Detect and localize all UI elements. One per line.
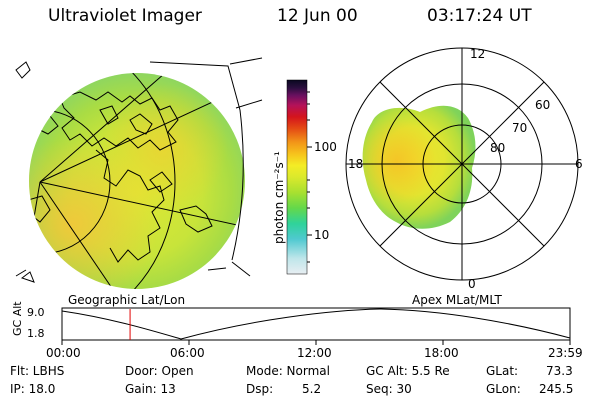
dsp-label: Dsp:	[246, 382, 274, 396]
door-status: Door: Open	[125, 364, 194, 378]
timeline-y-tick-min: 1.8	[27, 327, 45, 340]
timeline-x-tick-0600: 06:00	[170, 346, 205, 360]
gc-alt-status: GC Alt: 5.5 Re	[366, 364, 450, 378]
mlt-label-18: 18	[348, 157, 364, 171]
mlt-label-6: 6	[575, 157, 583, 171]
filter-status: Flt: LBHS	[10, 364, 65, 378]
observation-date: 12 Jun 00	[277, 6, 358, 26]
mlt-label-12: 12	[470, 47, 486, 61]
polar-plot	[345, 47, 579, 281]
timeline-x-tick-0000: 00:00	[46, 346, 81, 360]
ip-status: IP: 18.0	[10, 382, 56, 396]
colorbar-tick-10: 10	[314, 228, 330, 242]
timeline-x-tick-2359: 23:59	[548, 346, 583, 360]
glon-value: 245.5	[539, 382, 574, 396]
seq-status: Seq: 30	[366, 382, 412, 396]
polar-caption: Apex MLat/MLT	[412, 293, 502, 307]
glon-label: GLon:	[486, 382, 521, 396]
mlat-label-70: 70	[512, 121, 528, 135]
mlt-label-0: 0	[468, 277, 476, 291]
gain-status: Gain: 13	[125, 382, 176, 396]
timeline-plot	[61, 307, 571, 345]
timeline-y-label: GC Alt	[11, 301, 24, 336]
observation-time: 03:17:24 UT	[427, 6, 532, 26]
colorbar-tick-100: 100	[314, 140, 337, 154]
glat-label: GLat:	[486, 364, 519, 378]
mlat-label-60: 60	[535, 98, 551, 112]
timeline-x-tick-1200: 12:00	[297, 346, 332, 360]
colorbar	[286, 79, 312, 275]
glat-value: 73.3	[546, 364, 573, 378]
geographic-map	[15, 57, 263, 289]
geographic-caption: Geographic Lat/Lon	[68, 293, 186, 307]
mlat-label-80: 80	[490, 141, 506, 155]
instrument-title: Ultraviolet Imager	[48, 6, 202, 26]
mode-status: Mode: Normal	[246, 364, 330, 378]
dsp-value: 5.2	[302, 382, 322, 396]
colorbar-unit-label: photon cm⁻²s⁻¹	[272, 151, 286, 244]
timeline-y-tick-max: 9.0	[27, 306, 45, 319]
timeline-x-tick-1800: 18:00	[424, 346, 459, 360]
